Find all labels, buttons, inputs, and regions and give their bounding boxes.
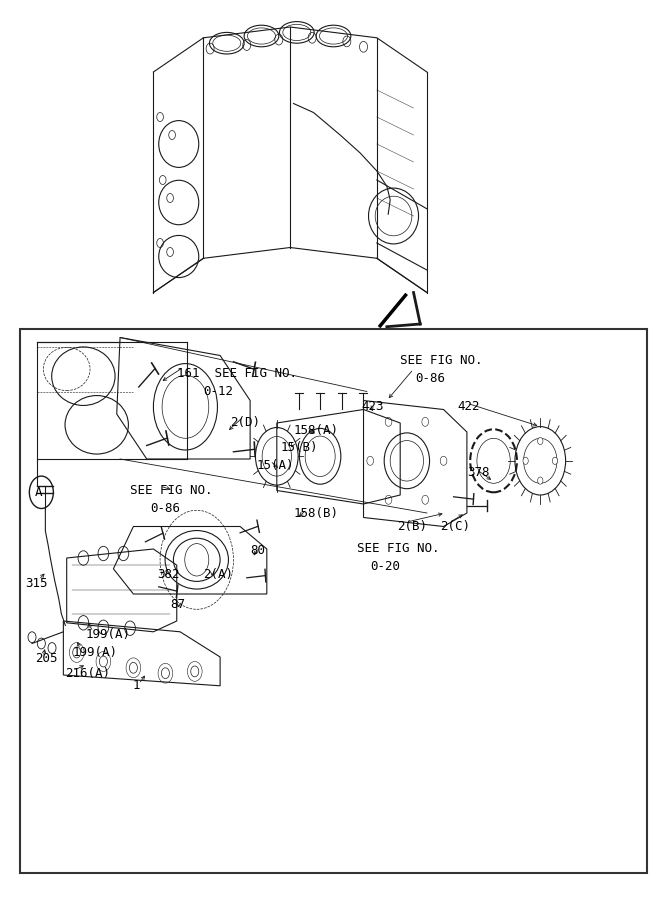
Text: 199(A): 199(A) <box>72 646 117 659</box>
Text: 15(A): 15(A) <box>257 459 294 472</box>
Circle shape <box>523 457 528 464</box>
Text: 2(B): 2(B) <box>397 520 427 533</box>
Text: 158(B): 158(B) <box>293 507 338 519</box>
Text: A: A <box>35 486 42 499</box>
Circle shape <box>538 437 543 445</box>
Text: 80: 80 <box>250 544 265 557</box>
Text: 161  SEE FIG NO.: 161 SEE FIG NO. <box>177 367 297 380</box>
Text: 423: 423 <box>362 400 384 413</box>
Text: SEE FIG NO.: SEE FIG NO. <box>130 484 213 497</box>
Text: 87: 87 <box>170 598 185 611</box>
Text: 315: 315 <box>25 577 48 590</box>
Text: 1: 1 <box>132 680 139 692</box>
Text: SEE FIG NO.: SEE FIG NO. <box>400 354 483 366</box>
Text: SEE FIG NO.: SEE FIG NO. <box>357 543 440 555</box>
Text: 0-20: 0-20 <box>370 561 400 573</box>
Bar <box>20 328 647 873</box>
Text: 0-86: 0-86 <box>150 502 180 515</box>
Text: 216(A): 216(A) <box>65 667 110 680</box>
Text: 199(A): 199(A) <box>85 628 130 641</box>
Text: 382: 382 <box>157 568 179 580</box>
Circle shape <box>552 457 558 464</box>
Text: 422: 422 <box>457 400 480 413</box>
Text: 158(A): 158(A) <box>293 424 338 436</box>
Text: 205: 205 <box>35 652 57 665</box>
Circle shape <box>538 477 543 484</box>
Text: 0-86: 0-86 <box>415 372 445 384</box>
Text: 378: 378 <box>467 466 490 479</box>
Text: 0-12: 0-12 <box>203 385 233 398</box>
Text: 15(B): 15(B) <box>280 441 317 454</box>
Text: 2(C): 2(C) <box>440 520 470 533</box>
Text: 2(A): 2(A) <box>203 568 233 580</box>
Text: 2(D): 2(D) <box>230 416 260 428</box>
